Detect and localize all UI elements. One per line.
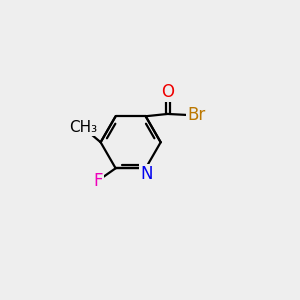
Text: O: O (161, 82, 174, 100)
Text: N: N (140, 165, 152, 183)
Text: CH₃: CH₃ (69, 120, 98, 135)
Text: F: F (93, 172, 103, 190)
Text: Br: Br (188, 106, 206, 124)
